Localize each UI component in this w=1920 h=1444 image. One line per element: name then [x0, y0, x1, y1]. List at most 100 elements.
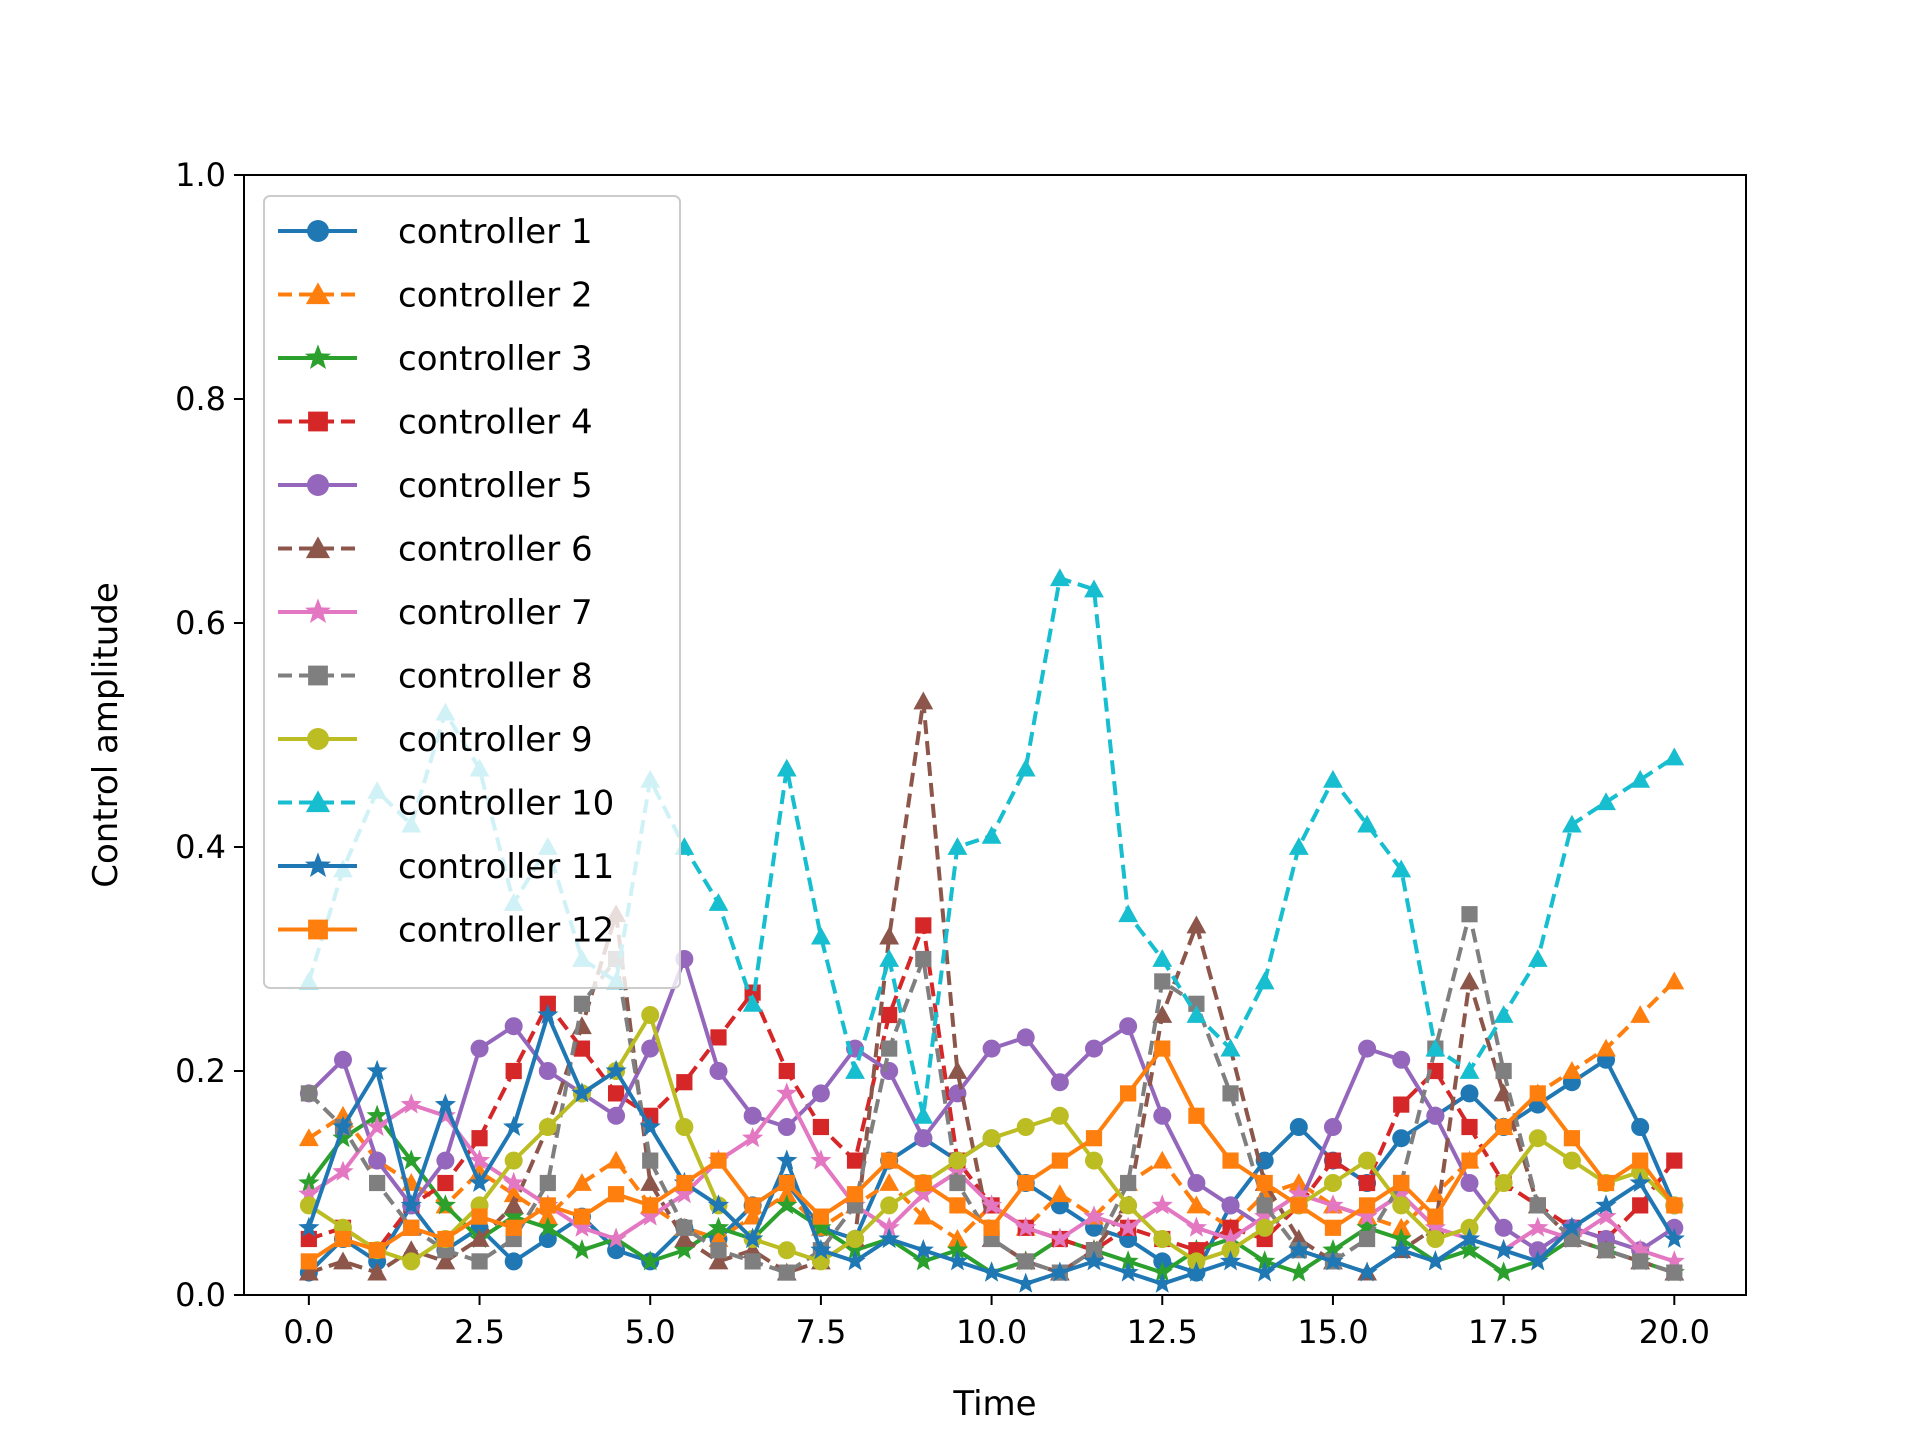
- data-point: [912, 1250, 934, 1271]
- legend-entry: controller 4: [278, 403, 593, 443]
- data-point: [1424, 1216, 1446, 1237]
- data-point: [915, 950, 932, 968]
- data-point: [1187, 1174, 1206, 1192]
- data-point: [676, 1074, 693, 1091]
- data-point: [1493, 1239, 1515, 1260]
- data-point: [332, 1160, 354, 1181]
- data-point: [981, 825, 1002, 844]
- data-point: [879, 926, 900, 945]
- data-point: [1494, 1218, 1513, 1237]
- data-point: [403, 1219, 420, 1236]
- data-point: [1562, 814, 1582, 833]
- data-point: [707, 1194, 730, 1215]
- data-point: [1186, 1195, 1207, 1214]
- data-point: [1324, 1152, 1342, 1169]
- x-tick-label: 0.0: [283, 1313, 334, 1351]
- data-point: [503, 1195, 524, 1214]
- data-point: [1288, 1261, 1310, 1282]
- data-point: [947, 1229, 968, 1247]
- data-point: [400, 1194, 422, 1215]
- data-point: [776, 758, 797, 777]
- series-11: [298, 1003, 1685, 1293]
- data-point: [1663, 1227, 1685, 1248]
- data-point: [1256, 1174, 1273, 1192]
- data-point: [1152, 1150, 1173, 1169]
- data-point: [333, 1050, 352, 1069]
- data-point: [1153, 1230, 1172, 1248]
- data-point: [573, 995, 591, 1012]
- data-point: [1049, 568, 1070, 587]
- data-point: [1288, 1183, 1310, 1204]
- data-point: [1664, 971, 1685, 990]
- data-point: [1563, 1130, 1581, 1147]
- data-point: [400, 1149, 422, 1170]
- data-point: [1358, 1151, 1377, 1170]
- data-point: [946, 1239, 969, 1260]
- legend-marker: [305, 852, 331, 877]
- legend-label: controller 10: [398, 784, 614, 824]
- data-point: [778, 1062, 795, 1080]
- legend-entry: controller 11: [278, 847, 614, 887]
- data-point: [1153, 1106, 1172, 1125]
- legend-marker: [305, 536, 331, 559]
- data-point: [1390, 1227, 1412, 1248]
- data-point: [844, 1239, 866, 1260]
- legend-entry: controller 1: [278, 212, 593, 252]
- data-point: [1426, 1106, 1445, 1125]
- data-point: [366, 1115, 388, 1136]
- data-point: [1117, 1261, 1139, 1282]
- data-point: [1188, 995, 1205, 1012]
- data-point: [878, 1216, 900, 1237]
- data-point: [1664, 747, 1685, 766]
- data-point: [1459, 971, 1480, 990]
- data-point: [1016, 1028, 1035, 1047]
- data-point: [948, 1151, 967, 1170]
- data-point: [300, 1230, 317, 1248]
- data-point: [1358, 1230, 1376, 1248]
- data-point: [1255, 1218, 1274, 1237]
- data-point: [1154, 973, 1171, 990]
- data-point: [400, 1093, 422, 1114]
- data-point: [776, 1184, 797, 1203]
- data-point: [640, 1173, 661, 1191]
- data-point: [641, 1006, 660, 1024]
- data-point: [468, 1171, 491, 1192]
- x-tick-label: 7.5: [795, 1313, 846, 1351]
- data-point: [639, 1115, 661, 1136]
- data-point: [812, 1208, 830, 1225]
- data-point: [878, 1227, 900, 1248]
- data-point: [1495, 1062, 1512, 1080]
- data-point: [504, 1017, 523, 1036]
- data-point: [504, 1151, 523, 1170]
- data-point: [1151, 1261, 1173, 1282]
- data-point: [1222, 1085, 1239, 1102]
- data-point: [912, 1183, 934, 1204]
- data-point: [1117, 1250, 1139, 1271]
- data-point: [777, 1118, 796, 1136]
- data-point: [983, 1219, 1000, 1236]
- data-point: [1323, 769, 1343, 788]
- data-point: [571, 1216, 593, 1237]
- data-point: [810, 1216, 832, 1237]
- data-point: [332, 1115, 354, 1136]
- data-point: [776, 1194, 798, 1215]
- data-point: [674, 1229, 695, 1247]
- data-point: [1015, 1272, 1037, 1293]
- data-point: [1393, 1096, 1410, 1113]
- data-point: [471, 1208, 488, 1225]
- data-point: [676, 1174, 693, 1192]
- data-point: [1120, 1085, 1137, 1102]
- data-point: [1288, 837, 1309, 855]
- data-point: [1288, 1239, 1310, 1260]
- data-point: [298, 1128, 319, 1147]
- data-point: [369, 1242, 386, 1259]
- y-tick-label: 0.8: [175, 380, 226, 418]
- data-point: [1254, 1261, 1276, 1282]
- legend-label: controller 11: [398, 847, 614, 887]
- data-point: [879, 949, 900, 967]
- data-point: [1152, 949, 1173, 967]
- data-point: [982, 1129, 1001, 1148]
- plot-frame: [243, 174, 1747, 1296]
- data-point: [300, 1253, 317, 1270]
